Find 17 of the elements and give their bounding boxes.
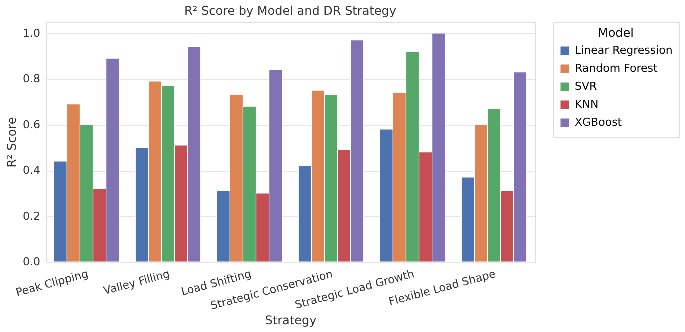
legend-label: KNN [575, 98, 599, 111]
legend-label: XGBoost [575, 116, 623, 129]
y-axis-title: R² Score [5, 117, 20, 168]
y-tick-label: 0.8 [23, 72, 40, 86]
legend-label: Linear Regression [575, 44, 673, 57]
legend-label: Random Forest [575, 62, 658, 75]
legend-label: SVR [575, 80, 598, 93]
y-tick-label: 1.0 [23, 26, 40, 40]
y-tick-label: 0.6 [23, 118, 40, 132]
x-tick-label: Valley Filling [102, 268, 172, 298]
x-tick-label: Peak Clipping [14, 268, 90, 300]
x-axis-title: Strategy [265, 314, 317, 328]
legend-title: Model [598, 26, 634, 40]
y-tick-label: 0.4 [23, 164, 40, 178]
chart-title: R² Score by Model and DR Strategy [184, 4, 396, 18]
y-tick-label: 0.2 [23, 210, 40, 223]
y-tick-label: 0.0 [23, 256, 40, 268]
